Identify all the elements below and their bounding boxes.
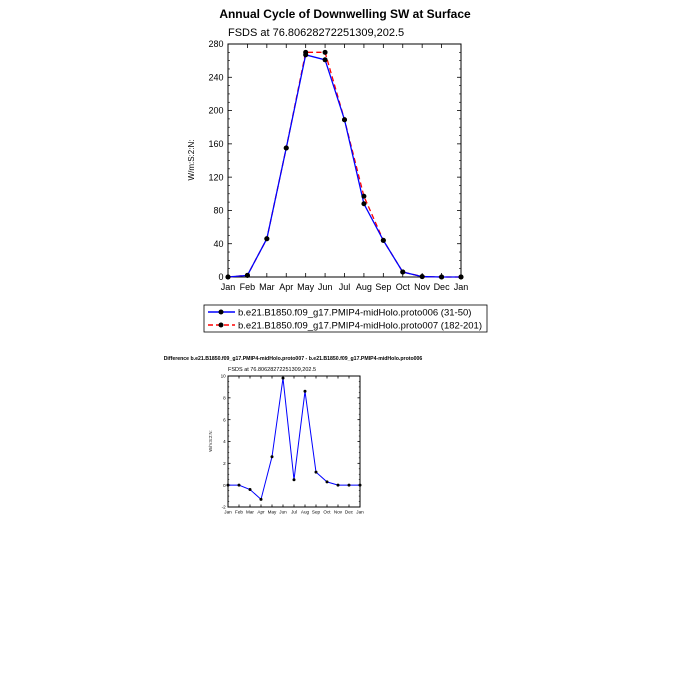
xtick-label: Dec — [345, 510, 354, 515]
series-1-point — [347, 483, 351, 487]
xtick-label: Jan — [454, 282, 469, 292]
series-2-point — [419, 274, 425, 280]
xtick-label: Oct — [396, 282, 411, 292]
series-2-point — [380, 237, 386, 243]
series-line-2 — [227, 51, 461, 278]
ytick-label: 280 — [208, 39, 223, 49]
series-1-point — [226, 483, 230, 487]
diff-chart-xaxis: Jan Feb Mar Apr May Jun Jul Aug Sep Oct Nov Dec Jan — [224, 376, 364, 515]
ytick-label: -2 — [222, 505, 227, 510]
ytick-label: 120 — [208, 172, 223, 182]
series-2-point — [361, 193, 367, 199]
series-1-point — [314, 470, 318, 474]
series-2-point — [400, 269, 406, 275]
xtick-label: Aug — [356, 282, 372, 292]
xtick-label: Feb — [240, 282, 256, 292]
xtick-label: Aug — [301, 510, 310, 515]
main-chart-subtitle: FSDS at 76.80628272251309,202.5 — [228, 27, 404, 39]
series-1-point — [358, 483, 362, 487]
ytick-label: 80 — [213, 206, 223, 216]
series-2-point — [342, 117, 347, 123]
main-chart-ylabel: W/m:S:2:N: — [187, 140, 196, 181]
series-2-point — [322, 49, 328, 55]
series-2-point — [439, 274, 445, 280]
diff-chart-series — [226, 376, 362, 501]
series-2-point — [244, 272, 250, 278]
main-chart: Annual Cycle of Downwelling SW at Surfac… — [187, 7, 471, 292]
series-2-point — [264, 236, 270, 242]
series-1-point — [270, 455, 274, 459]
ytick-label: 240 — [208, 72, 223, 82]
ytick-label: 4 — [223, 439, 226, 444]
series-1-point — [325, 480, 329, 484]
series-2-point — [283, 145, 289, 151]
xtick-label: Apr — [279, 282, 293, 292]
ytick-label: 0 — [223, 483, 226, 488]
diff-chart-ylabel: W/m:S:2:N: — [208, 430, 213, 451]
legend-label-series-2: b.e21.B1850.f09_g17.PMIP4-midHolo.proto0… — [238, 321, 482, 332]
diff-chart-title: Difference b.e21.B1850.f09_g17.PMIP4-mid… — [164, 356, 423, 362]
series-1-point — [237, 483, 241, 487]
xtick-label: Jan — [356, 510, 364, 515]
xtick-label: Jul — [291, 510, 297, 515]
xtick-label: Nov — [334, 510, 343, 515]
series-1-point — [361, 201, 367, 207]
main-chart-frame — [227, 43, 462, 278]
ytick-label: 2 — [223, 461, 226, 466]
diff-chart-yaxis: -2 0 2 4 6 8 10 — [221, 374, 360, 510]
ytick-label: 6 — [223, 417, 226, 422]
xtick-label: Oct — [323, 510, 331, 515]
ytick-label: 8 — [223, 395, 226, 400]
main-chart-legend: b.e21.B1850.f09_g17.PMIP4-midHolo.proto0… — [203, 304, 488, 333]
main-chart-xaxis: Jan Feb Mar Apr May Jun Jul Aug Sep Oct Nov Dec Jan — [221, 44, 469, 292]
xtick-label: Jun — [318, 282, 333, 292]
xtick-label: Sep — [312, 510, 321, 515]
xtick-label: May — [268, 510, 277, 515]
series-1-point — [281, 376, 285, 380]
series-2-point — [458, 274, 464, 280]
series-2-point — [225, 274, 231, 280]
xtick-label: Jul — [339, 282, 351, 292]
xtick-label: Mar — [246, 510, 254, 515]
xtick-label: Feb — [235, 510, 243, 515]
legend-marker-series-1 — [218, 309, 224, 315]
series-1-point — [248, 488, 252, 492]
ytick-label: 200 — [208, 106, 223, 116]
ytick-label: 40 — [213, 239, 223, 249]
xtick-label: Sep — [375, 282, 391, 292]
xtick-label: Nov — [414, 282, 431, 292]
series-1-point — [259, 497, 263, 501]
series-1-point — [303, 389, 307, 393]
ytick-label: 160 — [208, 139, 223, 149]
xtick-label: Jan — [224, 510, 232, 515]
series-1-point — [336, 483, 340, 487]
xtick-label: Apr — [257, 510, 265, 515]
legend-label-series-1: b.e21.B1850.f09_g17.PMIP4-midHolo.proto0… — [238, 308, 471, 319]
legend-marker-series-2 — [218, 322, 224, 328]
diff-chart-subtitle: FSDS at 76.80628272251309,202.5 — [228, 367, 316, 373]
xtick-label: Mar — [259, 282, 275, 292]
legend-box — [203, 304, 488, 333]
diff-chart-frame — [227, 375, 361, 508]
series-2-point — [303, 49, 309, 55]
main-chart-series — [225, 49, 464, 280]
series-1-point — [292, 478, 296, 482]
series-1-point — [322, 57, 328, 63]
main-chart-title: Annual Cycle of Downwelling SW at Surfac… — [219, 7, 471, 21]
ytick-label: 0 — [218, 272, 223, 282]
xtick-label: Dec — [434, 282, 451, 292]
main-chart-yaxis: 0 40 80 120 160 200 240 280 — [208, 39, 461, 282]
series-line-1 — [227, 54, 461, 278]
diff-chart: Difference b.e21.B1850.f09_g17.PMIP4-mid… — [164, 356, 423, 515]
xtick-label: May — [297, 282, 315, 292]
ytick-label: 10 — [221, 374, 227, 379]
xtick-label: Jan — [221, 282, 236, 292]
xtick-label: Jun — [279, 510, 287, 515]
